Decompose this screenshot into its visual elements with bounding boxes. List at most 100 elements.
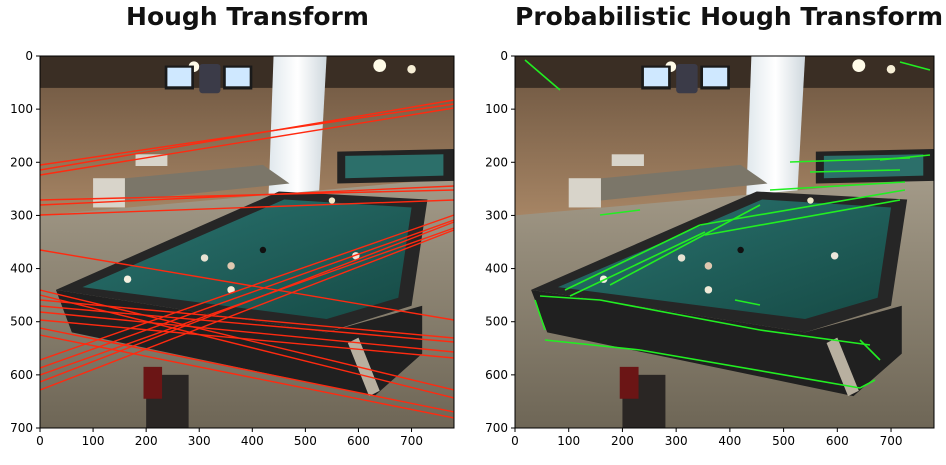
hough-segment xyxy=(539,295,601,301)
right-y-tick-label: 100 xyxy=(485,102,508,116)
left-x-tick-label: 500 xyxy=(294,434,317,448)
hough-segment xyxy=(564,224,701,291)
left-x-tick-600: 600 xyxy=(347,428,370,448)
hough-line xyxy=(40,327,454,413)
left-x-tick-label: 700 xyxy=(400,434,423,448)
right-x-tick-label: 400 xyxy=(718,434,741,448)
right-y-tick-600: 600 xyxy=(485,368,515,382)
left-x-tick-300: 300 xyxy=(188,428,211,448)
right-x-tick-label: 0 xyxy=(511,434,519,448)
left-x-tick-label: 300 xyxy=(188,434,211,448)
hough-segment xyxy=(859,339,881,361)
right-y-tick-label: 300 xyxy=(485,208,508,222)
right-y-tick-700: 700 xyxy=(485,421,515,435)
left-y-tick-label: 600 xyxy=(10,368,33,382)
right-y-tick-400: 400 xyxy=(485,262,515,276)
right-x-tick-label: 500 xyxy=(772,434,795,448)
left-x-tick-0: 0 xyxy=(36,428,44,448)
left-y-tick-500: 500 xyxy=(10,315,40,329)
hough-segment xyxy=(569,231,706,297)
left-y-tick-700: 700 xyxy=(10,421,40,435)
left-y-tick-0: 0 xyxy=(25,49,40,63)
right-x-tick-label: 300 xyxy=(665,434,688,448)
right-x-tick-label: 600 xyxy=(826,434,849,448)
hough-segment xyxy=(534,299,546,331)
hough-line xyxy=(40,221,454,383)
hough-line xyxy=(40,249,454,321)
right-x-tick-100: 100 xyxy=(557,428,580,448)
hough-line xyxy=(40,299,454,339)
left-x-tick-label: 600 xyxy=(347,434,370,448)
left-x-tick-100: 100 xyxy=(82,428,105,448)
right-x-tick-300: 300 xyxy=(665,428,688,448)
hough-segment xyxy=(759,329,871,346)
hough-segment xyxy=(699,189,906,226)
hough-line xyxy=(40,185,454,206)
right-x-tick-label: 100 xyxy=(557,434,580,448)
left-y-tick-label: 700 xyxy=(10,421,33,435)
hough-line xyxy=(40,334,454,419)
right-y-tick-200: 200 xyxy=(485,155,515,169)
left-y-tick-100: 100 xyxy=(10,102,40,116)
hough-line xyxy=(40,305,454,343)
hough-segment xyxy=(544,339,641,351)
right-photo xyxy=(515,56,934,428)
right-panel-title: Probabilistic Hough Transform xyxy=(515,2,944,31)
hough-segment xyxy=(599,209,641,216)
hough-segment xyxy=(809,169,901,173)
right-y-tick-0: 0 xyxy=(500,49,515,63)
probabilistic-hough-segments xyxy=(524,59,931,389)
hough-segment xyxy=(704,199,901,236)
right-y-tick-label: 600 xyxy=(485,368,508,382)
right-y-tick-label: 200 xyxy=(485,155,508,169)
right-y-tick-100: 100 xyxy=(485,102,515,116)
right-x-tick-700: 700 xyxy=(880,428,903,448)
hough-segment xyxy=(599,299,761,331)
right-y-tick-label: 700 xyxy=(485,421,508,435)
left-x-tick-700: 700 xyxy=(400,428,423,448)
right-x-tick-500: 500 xyxy=(772,428,795,448)
left-y-tick-label: 300 xyxy=(10,208,33,222)
left-y-tick-label: 400 xyxy=(10,262,33,276)
hough-segment xyxy=(879,154,931,161)
hough-line xyxy=(40,219,454,369)
hough-segment xyxy=(769,181,906,191)
hough-lines xyxy=(40,99,454,419)
right-panel: 0 100 200 300 400 500 600 700010020030040050060… xyxy=(485,49,935,448)
right-axes-frame xyxy=(514,55,935,429)
right-y-tick-label: 0 xyxy=(500,49,508,63)
hough-line xyxy=(40,103,454,166)
left-y-tick-label: 500 xyxy=(10,315,33,329)
right-y-tick-label: 500 xyxy=(485,315,508,329)
left-x-tick-label: 100 xyxy=(82,434,105,448)
left-y-tick-300: 300 xyxy=(10,208,40,222)
left-y-tick-400: 400 xyxy=(10,262,40,276)
left-x-tick-label: 400 xyxy=(241,434,264,448)
right-y-tick-300: 300 xyxy=(485,208,515,222)
left-y-tick-200: 200 xyxy=(10,155,40,169)
left-x-tick-500: 500 xyxy=(294,428,317,448)
left-panel: 0 100 200 300 400 500 600 700010020030040050060… xyxy=(10,49,455,448)
left-x-tick-400: 400 xyxy=(241,428,264,448)
hough-line xyxy=(40,199,454,216)
hough-line xyxy=(40,311,454,353)
right-x-tick-0: 0 xyxy=(511,428,519,448)
left-y-tick-label: 100 xyxy=(10,102,33,116)
hough-segment xyxy=(859,379,876,389)
hough-segment xyxy=(899,61,931,71)
hough-line xyxy=(40,214,454,361)
left-y-tick-600: 600 xyxy=(10,368,40,382)
hough-segment xyxy=(734,299,761,306)
hough-segment xyxy=(524,59,561,91)
left-x-tick-200: 200 xyxy=(135,428,158,448)
hough-line xyxy=(40,229,454,391)
hough-line xyxy=(40,319,454,359)
right-y-tick-500: 500 xyxy=(485,315,515,329)
right-y-tick-label: 400 xyxy=(485,262,508,276)
right-x-tick-label: 700 xyxy=(880,434,903,448)
right-x-tick-600: 600 xyxy=(826,428,849,448)
hough-line xyxy=(40,107,454,176)
right-x-tick-label: 200 xyxy=(611,434,634,448)
left-axes-frame xyxy=(39,55,455,429)
